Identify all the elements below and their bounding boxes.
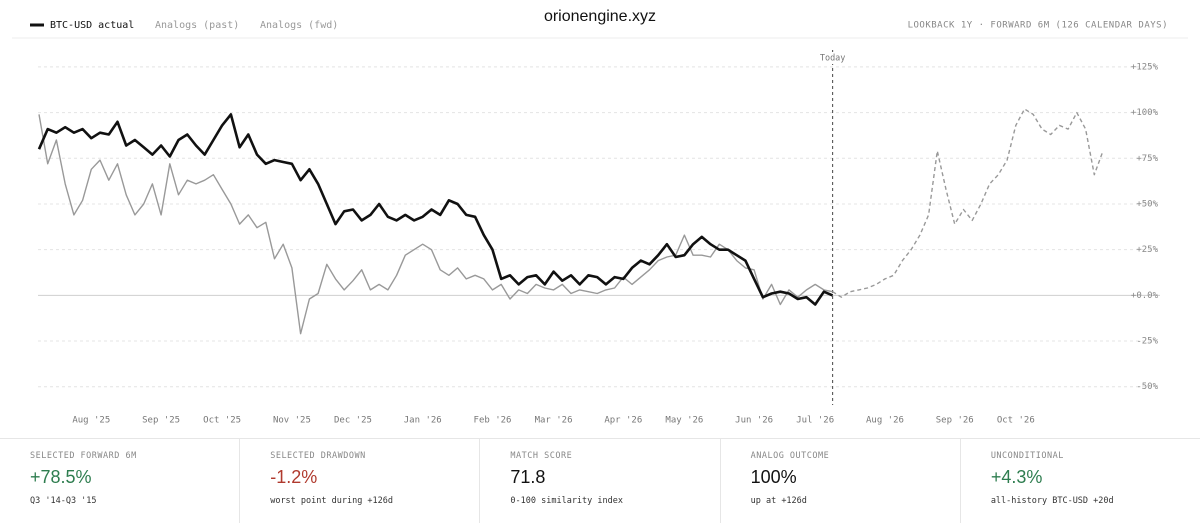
today-label-bg [818, 52, 847, 64]
series-line [37, 113, 834, 306]
stat-value: +4.3% [990, 467, 1043, 487]
stats-bar: SELECTED FORWARD 6M +78.5% Q3 '14-Q3 '15 SE… [0, 438, 1200, 523]
x-tick-label: Dec '25 [334, 416, 372, 426]
stat-label: UNCONDITIONAL [990, 451, 1064, 461]
stat-note: 0-100 similarity index [510, 496, 623, 506]
x-tick-label: Sep '25 [142, 416, 180, 426]
x-tick-label: Nov '25 [273, 416, 311, 426]
x-tick-label: Mar '26 [535, 416, 573, 426]
stat-label: MATCH SCORE [510, 451, 573, 461]
stat-card: UNCONDITIONAL +4.3% all-history BTC-USD +2… [959, 439, 1200, 523]
y-tick-label: +25% [1136, 245, 1158, 255]
x-tick-label: Feb '26 [474, 416, 512, 426]
x-tick-label: Oct '26 [997, 416, 1035, 426]
x-tick-label: Aug '25 [72, 416, 110, 426]
stat-value: 71.8 [510, 467, 546, 487]
stat-label: SELECTED DRAWDOWN [270, 451, 366, 461]
x-tick-label: Oct '25 [203, 416, 241, 426]
chart: orionengine.xyz LOOKBACK 1Y · FORWARD 6M… [12, 8, 1188, 426]
legend-label: Analogs (past) [155, 20, 239, 31]
y-tick-label: -25% [1136, 337, 1158, 347]
x-tick-label: Aug '26 [866, 416, 904, 426]
stat-card: MATCH SCORE 71.8 0-100 similarity index [479, 439, 719, 523]
stat-note: worst point during +126d [270, 496, 394, 506]
stat-label: SELECTED FORWARD 6M [30, 451, 137, 461]
y-tick-label: +0.0% [1131, 291, 1159, 301]
x-tick-label: May '26 [665, 416, 703, 426]
series-line [832, 108, 1104, 298]
x-tick-label: Sep '26 [936, 416, 974, 426]
x-tick-label: Jun '26 [735, 416, 773, 426]
subtitle: LOOKBACK 1Y · FORWARD 6M (126 CALENDAR D… [908, 21, 1168, 31]
stat-card: SELECTED DRAWDOWN -1.2% worst point during… [239, 439, 479, 523]
y-tick-label: +125% [1131, 62, 1159, 72]
stat-note: up at +126d [750, 496, 807, 506]
legend-label: BTC-USD actual [50, 20, 134, 31]
y-tick-label: +50% [1136, 199, 1158, 209]
stat-value: -1.2% [270, 467, 318, 487]
x-tick-label: Apr '26 [604, 416, 642, 426]
stat-card: ANALOG OUTCOME 100% up at +126d [719, 439, 960, 523]
x-tick-label: Jan '26 [404, 416, 442, 426]
x-tick-label: Jul '26 [796, 416, 834, 426]
legend-label: Analogs (fwd) [260, 20, 338, 31]
stat-label: ANALOG OUTCOME [750, 451, 830, 461]
y-tick-label: +75% [1136, 154, 1158, 164]
today-label: Today [820, 54, 846, 64]
site-title: orionengine.xyz [544, 8, 656, 25]
stat-note: Q3 '14-Q3 '15 [30, 496, 97, 506]
stat-value: +78.5% [30, 467, 92, 487]
stat-note: all-history BTC-USD +20d [990, 496, 1114, 506]
stat-card: SELECTED FORWARD 6M +78.5% Q3 '14-Q3 '15 [0, 439, 239, 523]
stat-value: 100% [750, 467, 797, 487]
y-tick-label: +100% [1131, 108, 1159, 118]
series-line [38, 114, 833, 335]
y-tick-label: -50% [1136, 382, 1158, 392]
